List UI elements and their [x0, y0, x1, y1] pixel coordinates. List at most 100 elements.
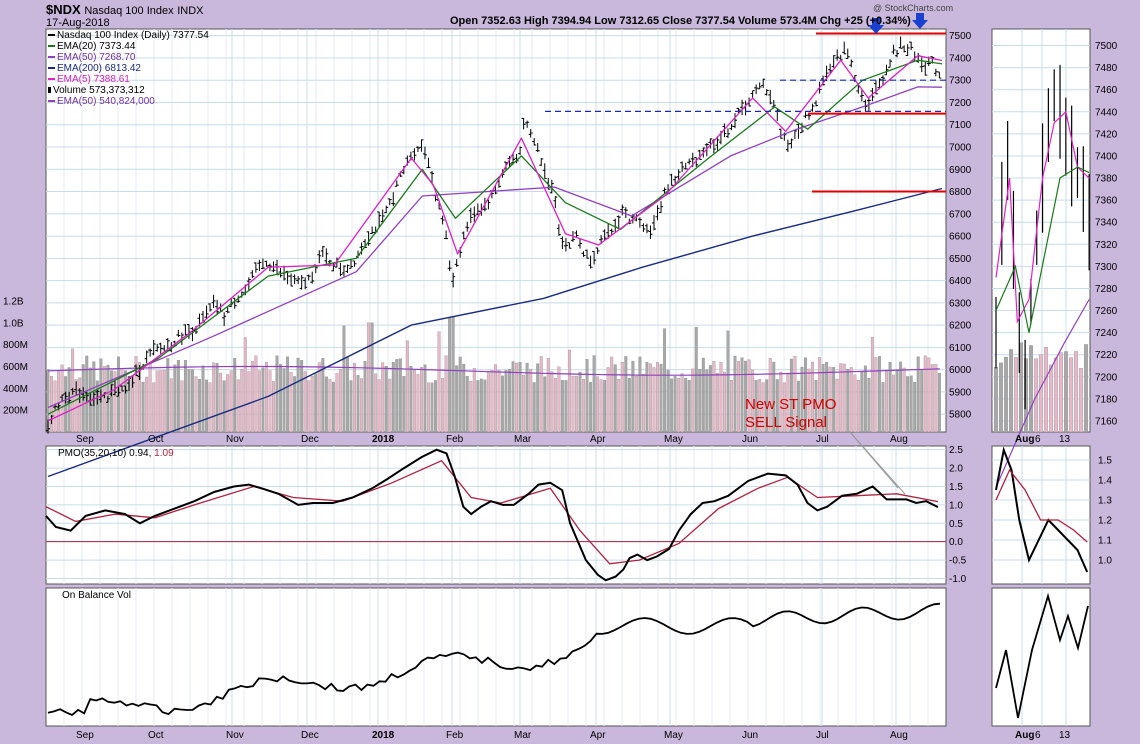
- legend-volume-swatch: [48, 87, 51, 94]
- volume-bar: [138, 362, 142, 433]
- price-bar: [352, 260, 357, 267]
- obv-legend: On Balance Vol: [62, 590, 131, 601]
- detail-price-tick-label: 7220: [1095, 350, 1118, 361]
- price-bar: [859, 90, 864, 102]
- volume-bar: [913, 381, 917, 433]
- price-bar: [556, 224, 561, 236]
- detail-price-tick-label: 7240: [1095, 328, 1118, 339]
- volume-bar: [772, 361, 776, 433]
- volume-bar: [180, 380, 184, 433]
- price-bar: [232, 297, 237, 309]
- price-bar: [831, 55, 836, 68]
- volume-bar: [599, 379, 603, 433]
- detail-price-tick-label: 7180: [1095, 394, 1118, 405]
- volume-bar: [215, 363, 219, 433]
- price-bar: [725, 128, 730, 139]
- volume-bar: [878, 356, 881, 433]
- volume-bar: [684, 377, 688, 433]
- price-bar: [771, 100, 776, 108]
- ema20-line: [47, 59, 943, 415]
- volume-bar: [758, 379, 762, 433]
- volume-bar: [578, 371, 582, 433]
- x-tick-label-top: Nov: [226, 434, 244, 445]
- volume-bar: [673, 376, 677, 433]
- obv-line: [47, 602, 941, 716]
- legend-ema5: EMA(5) 7388.61: [48, 74, 130, 86]
- detail-volume-bar: [1039, 354, 1043, 433]
- volume-bar: [476, 380, 480, 433]
- volume-bar: [592, 355, 596, 433]
- price-bar: [144, 350, 149, 364]
- volume-bar: [585, 358, 589, 433]
- volume-bar: [240, 369, 244, 433]
- volume-bar: [455, 365, 459, 433]
- volume-bar: [328, 379, 332, 433]
- volume-bar: [247, 371, 251, 433]
- price-bar: [715, 136, 720, 151]
- legend-ema20: EMA(20) 7373.44: [48, 41, 135, 53]
- volume-bar: [722, 371, 726, 433]
- volume-bar: [582, 379, 585, 433]
- volume-bar: [198, 378, 201, 433]
- volume-bar: [796, 380, 800, 433]
- volume-bar: [863, 365, 867, 433]
- price-tick-label: 6400: [949, 276, 972, 287]
- x-tick-label-bottom: Nov: [226, 730, 244, 741]
- price-tick-label: 5900: [949, 387, 972, 398]
- price-bar: [518, 146, 523, 155]
- detail-volume-bar: [1024, 358, 1028, 433]
- volume-bar: [835, 378, 839, 433]
- volume-bar: [497, 370, 501, 433]
- volume-bar: [335, 373, 339, 433]
- volume-bar: [870, 337, 874, 433]
- x-tick-label-bottom: 2018: [372, 730, 395, 741]
- volume-bar: [744, 360, 748, 433]
- price-bar: [750, 90, 755, 99]
- price-bar: [810, 103, 815, 112]
- price-bar: [303, 277, 308, 290]
- price-bar: [222, 312, 227, 327]
- volume-bar: [839, 363, 843, 433]
- volume-bar: [765, 379, 769, 433]
- volume-bar: [906, 376, 910, 433]
- volume-bar: [589, 382, 593, 433]
- price-bar: [539, 158, 544, 167]
- price-bar: [468, 207, 473, 224]
- volume-bar: [557, 366, 561, 433]
- volume-bar: [317, 362, 321, 433]
- price-bar: [535, 143, 540, 153]
- price-bar: [637, 217, 642, 228]
- volume-bar: [525, 362, 529, 433]
- legend-ema50: EMA(50) 7268.70: [48, 52, 135, 64]
- volume-bar: [902, 367, 906, 433]
- volume-bar: [219, 372, 223, 433]
- price-bar: [697, 149, 702, 160]
- volume-bar: [367, 322, 371, 433]
- volume-bar: [649, 363, 652, 433]
- detail-price-tick-label: 7460: [1095, 85, 1118, 96]
- price-bar: [694, 156, 699, 167]
- price-bar: [292, 274, 297, 285]
- price-bar: [84, 391, 89, 402]
- volume-bar: [761, 382, 765, 433]
- volume-bar: [377, 379, 381, 433]
- volume-bar: [634, 375, 638, 433]
- volume-bar: [236, 379, 240, 433]
- price-bar: [257, 259, 262, 272]
- volume-bar: [314, 373, 318, 433]
- detail-price-tick-label: 7480: [1095, 63, 1118, 74]
- detail-price-tick-label: 7400: [1095, 151, 1118, 162]
- price-bar: [708, 138, 713, 149]
- volume-bar: [800, 366, 804, 433]
- volume-bar: [286, 356, 290, 433]
- volume-bar: [659, 363, 663, 433]
- price-bar: [588, 255, 593, 269]
- volume-bar: [680, 373, 684, 433]
- price-bar: [778, 128, 783, 139]
- volume-bar: [166, 358, 170, 433]
- volume-bar: [208, 382, 212, 433]
- price-tick-label: 7000: [949, 143, 972, 154]
- price-bar: [923, 61, 928, 76]
- detail-volume-bar: [1084, 344, 1088, 433]
- price-bar: [426, 157, 431, 169]
